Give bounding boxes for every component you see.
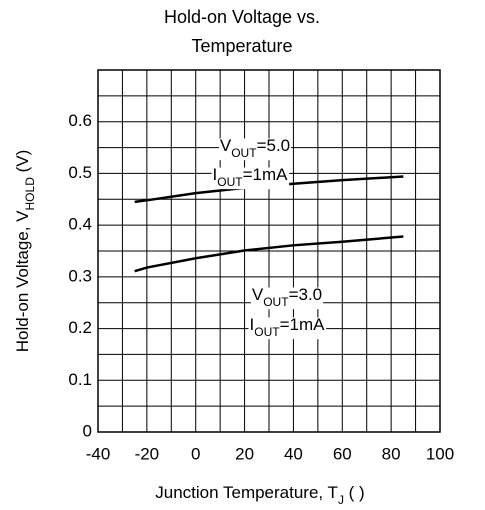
x-tick-label: 60 <box>333 444 352 463</box>
annotation-main: V <box>220 136 232 155</box>
annotation-group: VOUT=5.0 <box>218 136 292 161</box>
annotation-rest: =1mA <box>243 165 289 184</box>
y-tick-label: 0 <box>83 421 92 440</box>
annotation-background <box>248 317 327 340</box>
chart-title: Hold-on Voltage vs. <box>164 7 320 27</box>
annotation-sub: OUT <box>263 295 289 309</box>
plot-frame <box>97 69 441 433</box>
annotation-main: I <box>213 165 218 184</box>
x-tick-label: -20 <box>135 444 160 463</box>
annotation: VOUT=5.0 <box>220 136 290 160</box>
annotation-main: I <box>250 315 255 334</box>
annotation-background <box>211 167 290 190</box>
annotation-background <box>218 138 292 161</box>
x-tick-label: 100 <box>426 444 454 463</box>
annotation: IOUT=1mA <box>250 315 326 339</box>
annotation-rest: =5.0 <box>257 136 291 155</box>
y-tick-label: 0.6 <box>68 111 92 130</box>
x-tick-label: 40 <box>284 444 303 463</box>
y-tick-label: 0.3 <box>68 266 92 285</box>
y-tick-label: 0.2 <box>68 318 92 337</box>
x-axis-label-main: Junction Temperature, T <box>155 483 338 502</box>
annotation-sub: OUT <box>254 325 280 339</box>
annotation-group: IOUT=1mA <box>248 315 327 340</box>
annotation-rest: =1mA <box>280 315 326 334</box>
x-tick-label: 80 <box>382 444 401 463</box>
x-axis-label: Junction Temperature, TJ ( ) <box>155 483 364 507</box>
y-tick-label: 0.4 <box>68 215 92 234</box>
y-axis-label-group: Hold-on Voltage, VHOLD (V) <box>13 150 37 353</box>
x-tick-label: -40 <box>86 444 111 463</box>
x-axis-label-rest: ( ) <box>344 483 365 502</box>
annotation-group: IOUT=1mA <box>211 165 290 190</box>
x-axis-label-sub: J <box>338 493 344 507</box>
x-tick-label: 0 <box>191 444 200 463</box>
annotation-main: V <box>252 285 264 304</box>
y-axis-label-sub: HOLD <box>23 177 37 211</box>
y-tick-label: 0.5 <box>68 163 92 182</box>
chart-title: Temperature <box>191 36 292 56</box>
y-axis-label: Hold-on Voltage, VHOLD (V) <box>13 150 37 353</box>
annotation-group: VOUT=3.0 <box>250 285 324 310</box>
annotation-rest: =3.0 <box>289 285 323 304</box>
x-axis-label-group: Junction Temperature, TJ ( ) <box>155 483 364 507</box>
series-line <box>134 235 404 273</box>
annotation: IOUT=1mA <box>213 165 289 189</box>
annotation-background <box>250 287 324 310</box>
annotation-sub: OUT <box>231 146 257 160</box>
annotation-sub: OUT <box>217 175 243 189</box>
x-tick-label: 20 <box>235 444 254 463</box>
y-axis-label-main: Hold-on Voltage, V <box>13 210 32 352</box>
y-tick-label: 0.1 <box>68 370 92 389</box>
annotation: VOUT=3.0 <box>252 285 322 309</box>
y-axis-label-rest: (V) <box>13 150 32 177</box>
